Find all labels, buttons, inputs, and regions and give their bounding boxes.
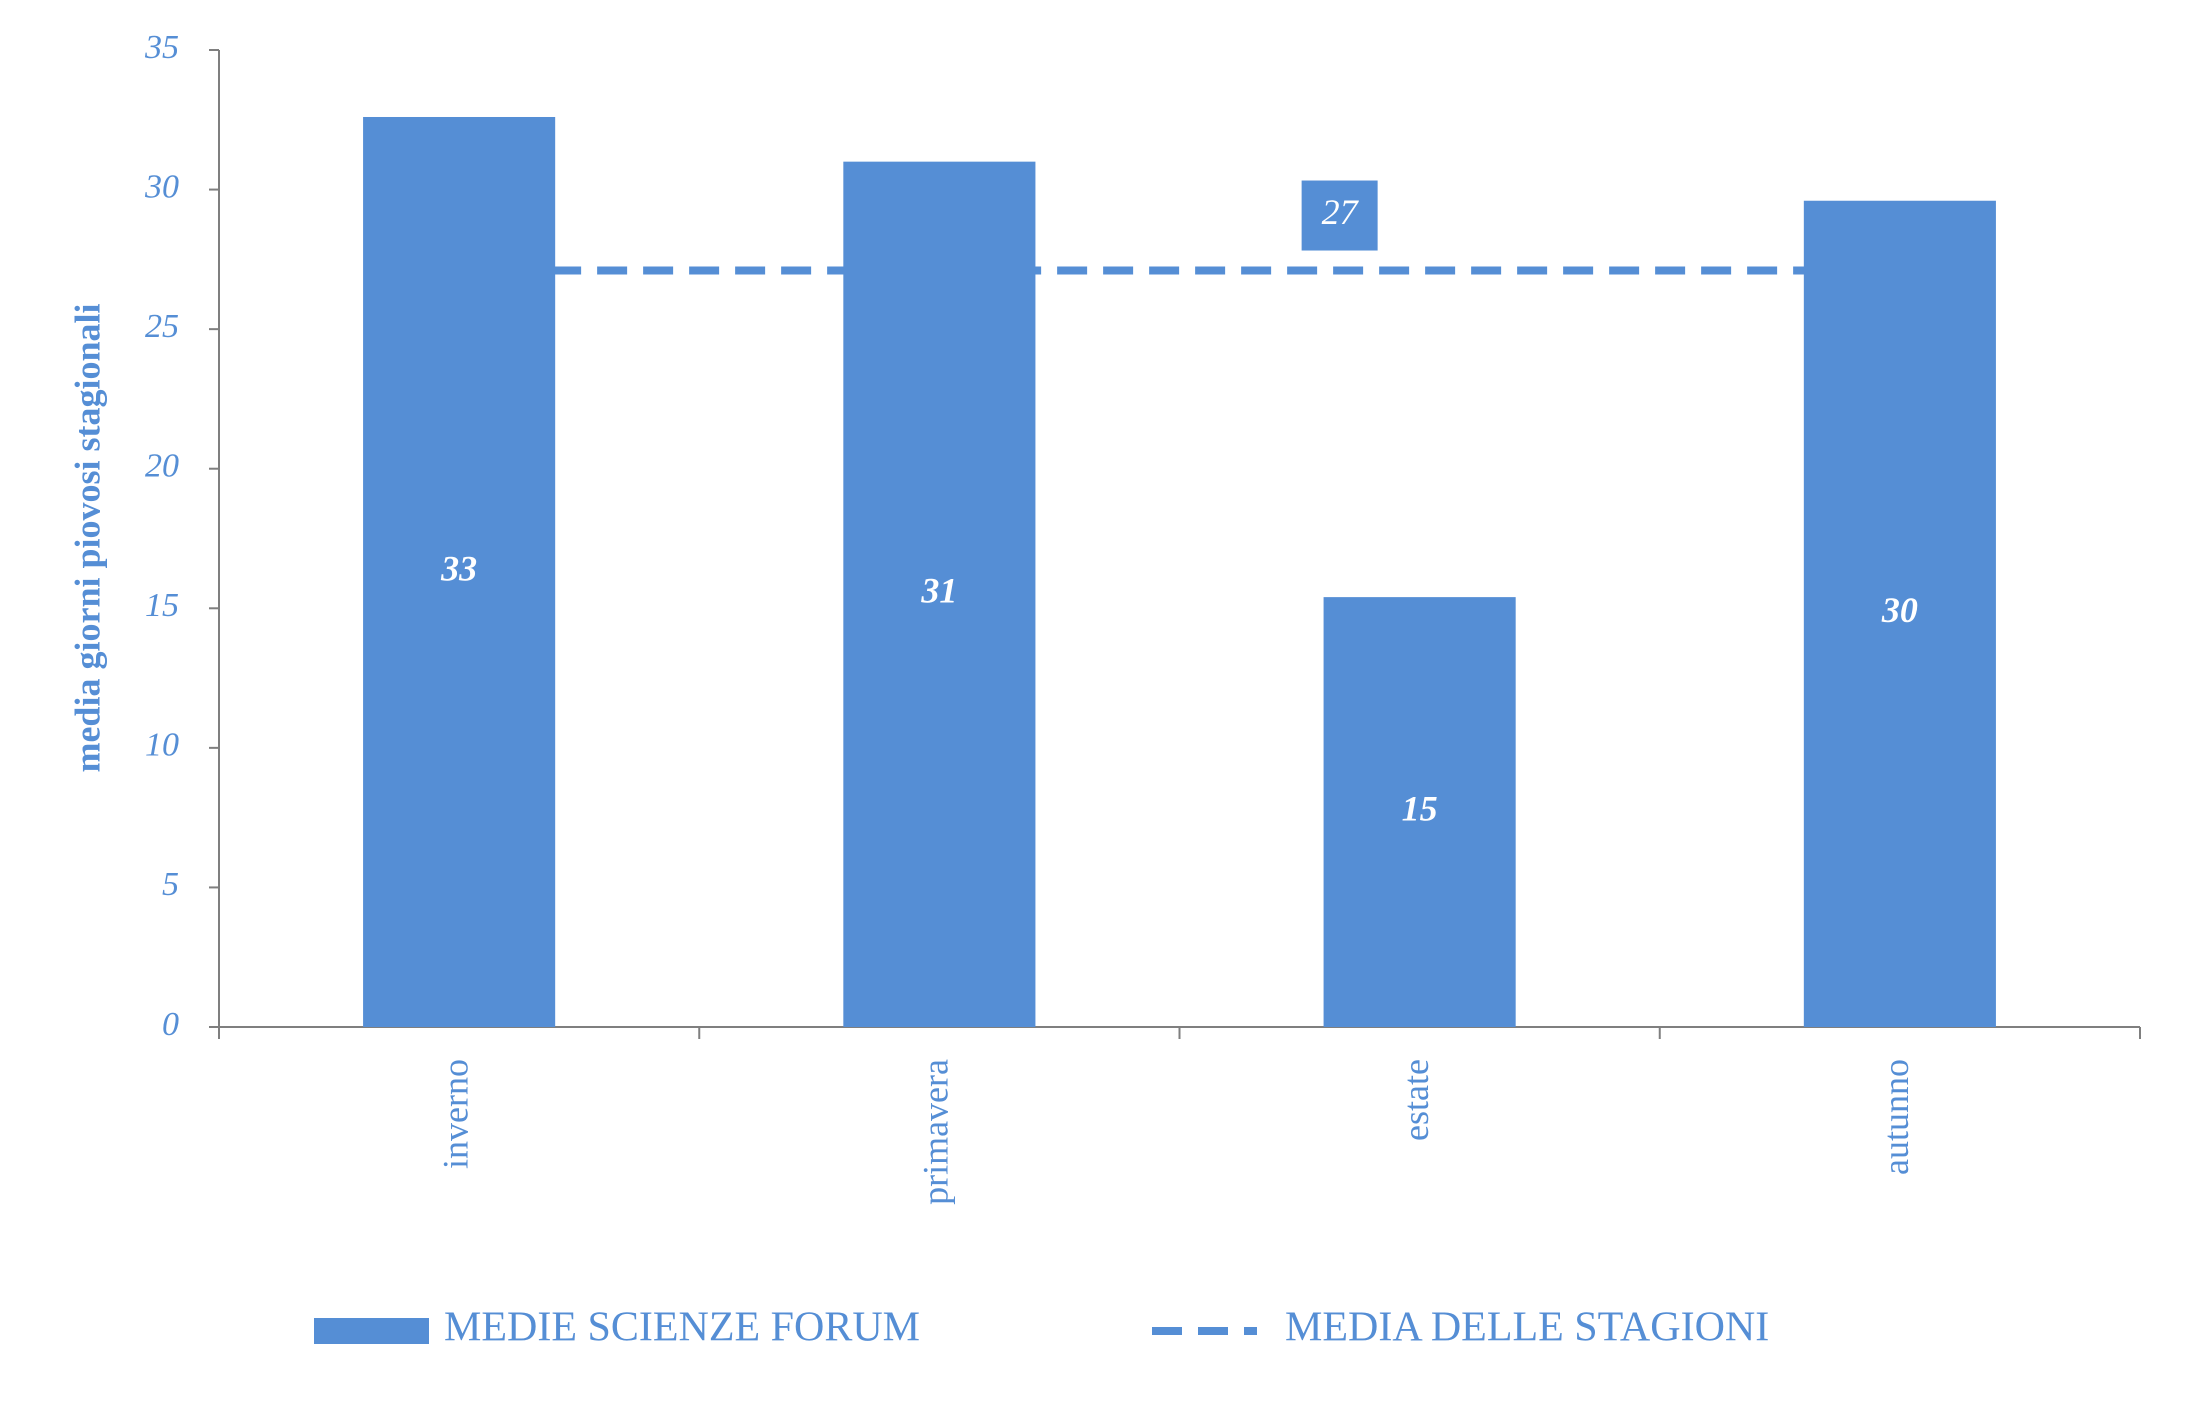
legend-label: MEDIA DELLE STAGIONI: [1285, 1305, 1769, 1351]
legend-label: MEDIE SCIENZE FORUM: [444, 1305, 920, 1351]
data-label: 33: [440, 548, 477, 588]
data-label: 15: [1402, 788, 1438, 828]
y-tick-label: 5: [162, 866, 179, 903]
y-tick-label: 0: [162, 1006, 179, 1043]
data-label: 30: [1881, 590, 1918, 630]
y-axis-title: media giorni piovosi stagionali: [67, 303, 107, 772]
bar: [363, 116, 556, 1028]
y-tick-label: 20: [145, 448, 179, 485]
x-tick-label: estate: [1396, 1059, 1436, 1141]
data-label: 31: [920, 571, 957, 611]
x-tick-label: inverno: [435, 1059, 475, 1169]
y-tick-label: 10: [145, 727, 179, 764]
y-tick-label: 15: [145, 587, 179, 624]
x-tick-label: autunno: [1876, 1059, 1916, 1175]
legend-swatch: [314, 1318, 429, 1344]
bar: [1803, 200, 1996, 1028]
data-label: 27: [1322, 192, 1360, 232]
x-tick-label: primavera: [916, 1059, 956, 1205]
bar: [843, 161, 1036, 1027]
y-tick-label: 25: [145, 308, 179, 345]
bar: [1323, 597, 1516, 1027]
y-tick-label: 30: [144, 168, 179, 205]
y-tick-label: 35: [144, 29, 179, 66]
data-label-box: [1301, 180, 1378, 251]
